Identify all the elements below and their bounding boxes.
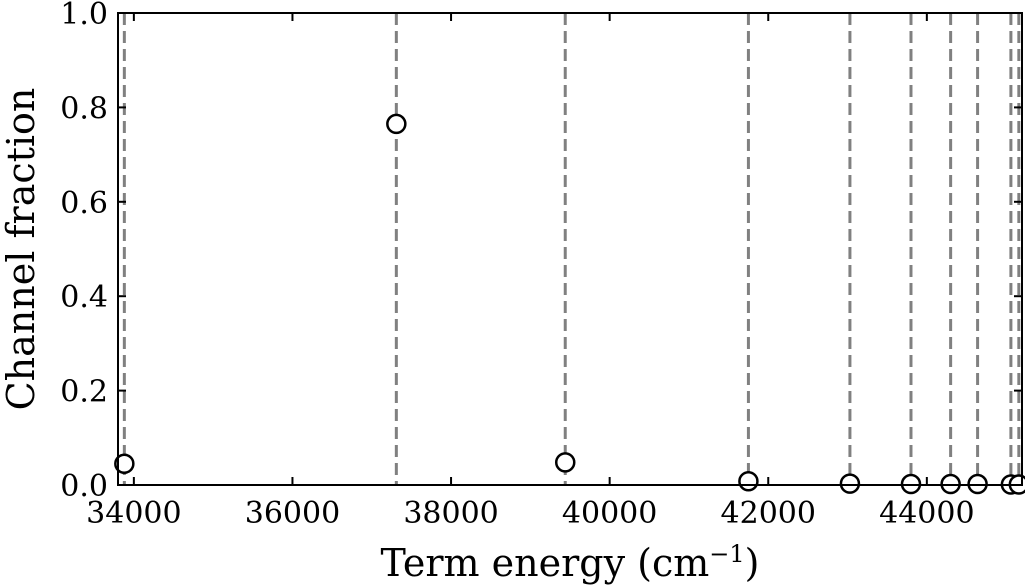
y-axis-label: Channel fraction <box>0 88 43 411</box>
x-axis-ticks: 34000 36000 38000 40000 42000 44000 <box>86 13 975 531</box>
y-tick-label-5: 1.0 <box>60 0 108 32</box>
x-tick-label-1: 36000 <box>245 496 340 531</box>
y-tick-label-2: 0.4 <box>60 280 108 315</box>
plot-frame <box>117 12 1023 486</box>
x-tick-label-2: 38000 <box>403 496 498 531</box>
y-tick-label-1: 0.2 <box>60 375 108 410</box>
x-tick-label-0: 34000 <box>86 496 181 531</box>
x-tick-label-3: 40000 <box>562 496 657 531</box>
data-point-1 <box>386 113 407 135</box>
x-tick-label-4: 42000 <box>721 496 816 531</box>
data-point-0 <box>114 453 135 475</box>
x-tick-label-5: 44000 <box>879 496 974 531</box>
data-points <box>114 113 1025 495</box>
y-tick-label-4: 0.8 <box>60 91 108 126</box>
y-tick-label-0: 0.0 <box>60 469 108 504</box>
x-axis-label: Term energy (cm−1) <box>380 540 759 585</box>
vertical-reference-lines <box>122 13 1021 485</box>
data-point-2 <box>554 452 576 473</box>
y-axis-ticks: 0.0 0.2 0.4 0.6 0.8 1.0 <box>60 0 1022 504</box>
data-point-4 <box>839 473 861 494</box>
y-tick-label-3: 0.6 <box>60 186 108 221</box>
data-point-3 <box>738 470 759 492</box>
